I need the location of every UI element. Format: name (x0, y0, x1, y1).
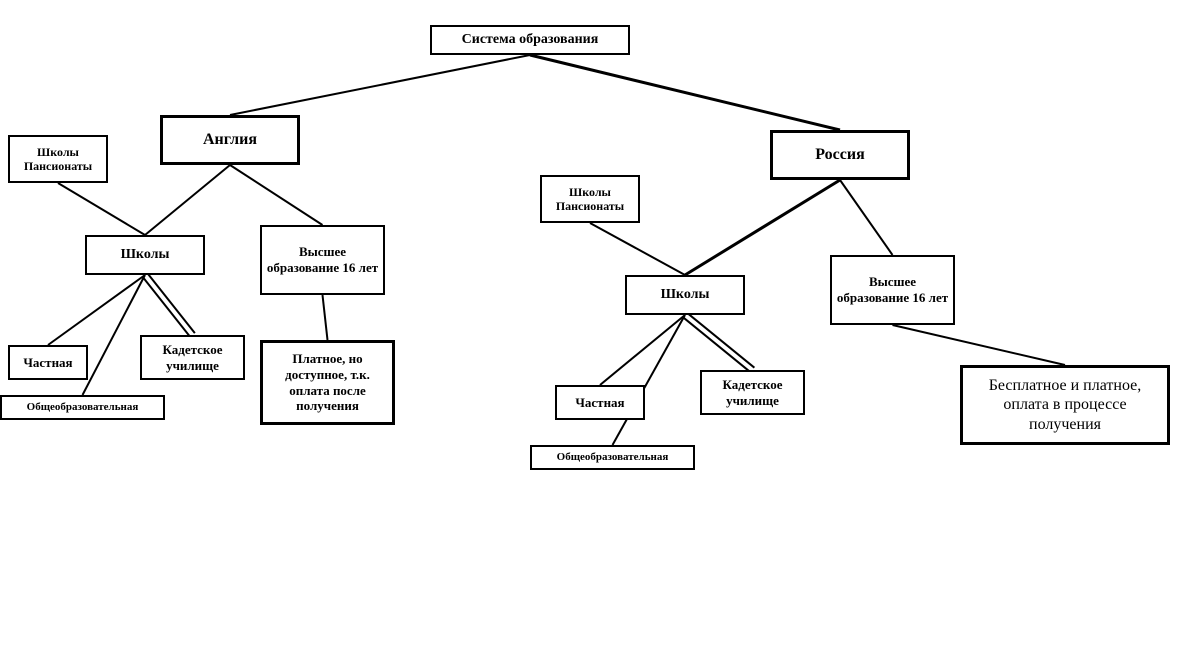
node-en_school: Школы (85, 235, 205, 275)
node-russia: Россия (770, 130, 910, 180)
node-en_gen: Общеобразовательная (0, 395, 165, 420)
node-en_cadet: Кадетское училище (140, 335, 245, 380)
node-root: Система образования (430, 25, 630, 55)
node-england: Англия (160, 115, 300, 165)
node-ru_school: Школы (625, 275, 745, 315)
node-en_higher: Высшее образование 16 лет (260, 225, 385, 295)
node-ru_higher: Высшее образование 16 лет (830, 255, 955, 325)
node-en_board: Школы Пансионаты (8, 135, 108, 183)
node-ru_cadet: Кадетское училище (700, 370, 805, 415)
node-ru_gen: Общеобразовательная (530, 445, 695, 470)
node-ru_board: Школы Пансионаты (540, 175, 640, 223)
node-en_priv: Частная (8, 345, 88, 380)
node-ru_priv: Частная (555, 385, 645, 420)
node-en_paid: Платное, но доступное, т.к. оплата после… (260, 340, 395, 425)
node-ru_free: Бесплатное и платное, оплата в процессе … (960, 365, 1170, 445)
